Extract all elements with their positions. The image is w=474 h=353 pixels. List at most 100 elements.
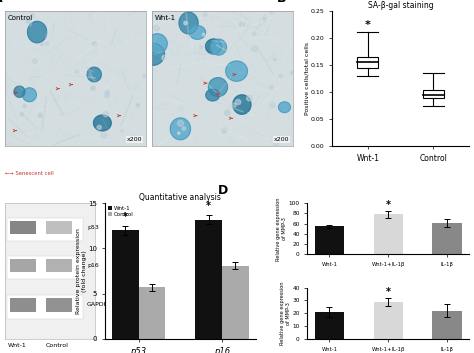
Polygon shape xyxy=(206,89,219,101)
Polygon shape xyxy=(50,34,54,38)
Polygon shape xyxy=(178,132,180,134)
Bar xyxy=(432,311,462,339)
Polygon shape xyxy=(182,127,186,130)
Polygon shape xyxy=(270,85,273,89)
Bar xyxy=(195,220,222,339)
Polygon shape xyxy=(18,15,25,21)
Polygon shape xyxy=(263,18,266,21)
Text: *: * xyxy=(386,287,391,297)
Polygon shape xyxy=(38,113,42,118)
Polygon shape xyxy=(25,58,27,60)
Polygon shape xyxy=(177,120,183,126)
Polygon shape xyxy=(197,58,200,61)
Polygon shape xyxy=(162,55,167,60)
Polygon shape xyxy=(23,88,36,102)
Polygon shape xyxy=(270,103,275,108)
Bar xyxy=(315,226,344,255)
Polygon shape xyxy=(225,110,230,115)
Text: p16: p16 xyxy=(87,263,99,268)
Polygon shape xyxy=(30,79,36,84)
Polygon shape xyxy=(30,139,33,141)
Bar xyxy=(138,287,165,339)
Text: ←→ Senescent cell: ←→ Senescent cell xyxy=(5,171,54,176)
Bar xyxy=(315,312,344,339)
Text: x200: x200 xyxy=(273,137,289,142)
Polygon shape xyxy=(108,79,111,83)
Polygon shape xyxy=(91,86,95,90)
Polygon shape xyxy=(33,69,37,73)
Text: Control: Control xyxy=(8,15,33,21)
Text: D: D xyxy=(219,184,228,197)
Polygon shape xyxy=(179,106,184,110)
Polygon shape xyxy=(203,13,207,17)
Bar xyxy=(374,215,403,255)
Title: SA-β-gal staining: SA-β-gal staining xyxy=(368,1,433,10)
Text: x200: x200 xyxy=(127,137,142,142)
Polygon shape xyxy=(132,88,135,90)
Polygon shape xyxy=(30,14,35,18)
Polygon shape xyxy=(134,84,140,90)
Polygon shape xyxy=(279,102,291,113)
Polygon shape xyxy=(226,61,247,81)
Polygon shape xyxy=(20,113,24,116)
Polygon shape xyxy=(105,94,109,98)
Text: *: * xyxy=(365,19,371,30)
Polygon shape xyxy=(9,41,11,43)
Polygon shape xyxy=(252,65,256,70)
Polygon shape xyxy=(241,126,245,129)
Polygon shape xyxy=(154,25,159,31)
Text: GAPDH: GAPDH xyxy=(87,303,109,307)
Polygon shape xyxy=(228,139,233,143)
Text: B: B xyxy=(277,0,286,5)
Text: *: * xyxy=(206,201,211,211)
Y-axis label: Positive cells/total cells: Positive cells/total cells xyxy=(304,42,309,115)
Polygon shape xyxy=(92,42,97,46)
Polygon shape xyxy=(137,104,140,107)
Legend: Wnt-1, Control: Wnt-1, Control xyxy=(108,206,134,217)
Polygon shape xyxy=(147,34,167,54)
Polygon shape xyxy=(279,74,283,78)
Polygon shape xyxy=(53,100,56,103)
Polygon shape xyxy=(117,38,122,43)
Polygon shape xyxy=(141,43,164,65)
Bar xyxy=(10,298,36,312)
Y-axis label: Relative gene expression
of MMP-3: Relative gene expression of MMP-3 xyxy=(280,282,291,345)
Polygon shape xyxy=(252,92,256,96)
Polygon shape xyxy=(273,142,279,146)
Polygon shape xyxy=(202,34,205,36)
Polygon shape xyxy=(132,133,138,139)
Polygon shape xyxy=(64,131,69,137)
Polygon shape xyxy=(170,49,174,54)
Polygon shape xyxy=(64,94,69,100)
Bar xyxy=(432,223,462,255)
Polygon shape xyxy=(169,40,173,44)
Polygon shape xyxy=(170,118,191,140)
Text: Control: Control xyxy=(46,343,69,348)
Polygon shape xyxy=(33,133,38,139)
Polygon shape xyxy=(209,78,228,97)
Text: p53: p53 xyxy=(87,225,99,230)
Polygon shape xyxy=(270,12,273,14)
Polygon shape xyxy=(75,70,79,73)
Polygon shape xyxy=(270,53,275,58)
Polygon shape xyxy=(232,103,237,107)
Polygon shape xyxy=(62,62,65,66)
Polygon shape xyxy=(184,21,188,25)
Text: A: A xyxy=(0,0,3,5)
Polygon shape xyxy=(121,130,123,132)
Polygon shape xyxy=(200,46,202,49)
Polygon shape xyxy=(97,125,101,130)
Text: *: * xyxy=(123,212,128,222)
Polygon shape xyxy=(239,22,244,26)
Polygon shape xyxy=(236,100,241,104)
Bar xyxy=(10,221,36,234)
Polygon shape xyxy=(206,39,221,54)
Polygon shape xyxy=(40,43,44,46)
Polygon shape xyxy=(57,96,60,99)
Polygon shape xyxy=(195,138,198,141)
Bar xyxy=(374,302,403,339)
Bar xyxy=(357,57,378,67)
Polygon shape xyxy=(143,74,146,77)
Polygon shape xyxy=(14,86,25,97)
Bar xyxy=(46,259,72,273)
